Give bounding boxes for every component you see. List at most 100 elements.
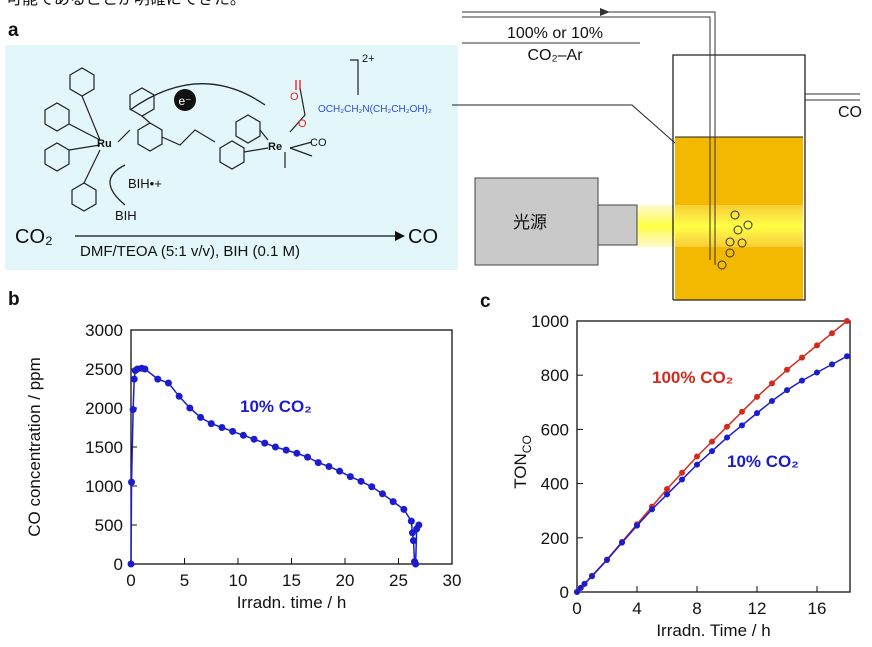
data-point — [589, 573, 595, 579]
data-point — [272, 444, 279, 451]
data-point — [754, 394, 760, 400]
panel-label: b — [8, 289, 20, 310]
data-point — [154, 376, 161, 383]
data-point — [128, 479, 135, 486]
data-point — [131, 376, 138, 383]
data-point — [739, 409, 745, 415]
data-point — [784, 387, 790, 393]
header-text: 可能であることが明確にできた。 — [6, 0, 246, 8]
series-line — [577, 321, 847, 592]
x-tick-label: 0 — [572, 599, 581, 618]
data-point — [724, 435, 730, 441]
data-point — [415, 522, 422, 529]
plot-frame — [131, 330, 452, 564]
y-tick-label: 500 — [95, 516, 123, 535]
charge-label: 2+ — [362, 53, 375, 65]
panel-label: a — [8, 20, 19, 41]
data-point — [283, 447, 290, 454]
data-point — [694, 462, 700, 468]
x-tick-label: 0 — [126, 571, 135, 590]
y-tick-label: 1000 — [85, 477, 123, 496]
data-point — [844, 353, 850, 359]
data-point — [664, 486, 670, 492]
y-tick-label: 2500 — [85, 360, 123, 379]
pointer-line — [452, 105, 692, 158]
light-beam — [637, 205, 803, 247]
reactant: CO₂ — [15, 226, 53, 248]
data-point — [724, 424, 730, 430]
ru-label: Ru — [97, 138, 112, 150]
donor: BIH — [115, 208, 137, 223]
y-tick-label: 1500 — [85, 438, 123, 457]
data-point — [165, 380, 172, 387]
data-point — [390, 498, 397, 505]
ligand-o: O — [298, 118, 307, 130]
data-point — [829, 361, 835, 367]
product: CO — [408, 226, 438, 248]
conditions: DMF/TEOA (5:1 v/v), BIH (0.1 M) — [80, 243, 300, 260]
x-axis-label: Irradn. Time / h — [656, 621, 770, 640]
data-point — [400, 506, 407, 513]
x-tick-label: 20 — [336, 571, 355, 590]
series-label: 10% CO₂ — [240, 397, 312, 416]
x-tick-label: 10 — [229, 571, 248, 590]
y-tick-label: 400 — [541, 475, 569, 494]
y-axis-label: TONCO — [511, 435, 534, 489]
data-point — [130, 406, 137, 413]
data-point — [347, 473, 354, 480]
data-point — [769, 380, 775, 386]
series-label: 10% CO₂ — [727, 452, 799, 471]
data-point — [379, 490, 386, 497]
x-tick-label: 5 — [180, 571, 189, 590]
data-point — [368, 483, 375, 490]
data-point — [709, 439, 715, 445]
x-tick-label: 4 — [632, 599, 641, 618]
data-point — [197, 414, 204, 421]
data-point — [261, 440, 268, 447]
data-point — [784, 367, 790, 373]
series-line — [577, 356, 847, 592]
data-point — [709, 448, 715, 454]
data-point — [293, 450, 300, 457]
data-point — [769, 398, 775, 404]
outlet-label: CO — [838, 104, 862, 121]
x-tick-label: 30 — [443, 571, 462, 590]
data-point — [358, 478, 365, 485]
gas-label: 100% or 10% — [507, 25, 603, 42]
data-point — [251, 436, 258, 443]
light-source-label: 光源 — [513, 213, 547, 232]
data-point — [325, 463, 332, 470]
data-point — [218, 424, 225, 431]
data-point — [664, 491, 670, 497]
series-label: 100% CO₂ — [652, 368, 733, 387]
data-point — [410, 537, 417, 544]
data-point — [799, 378, 805, 384]
data-point — [240, 432, 247, 439]
electron-label: e⁻ — [178, 94, 191, 108]
x-tick-label: 8 — [692, 599, 701, 618]
x-tick-label: 15 — [282, 571, 301, 590]
y-tick-label: 2000 — [85, 399, 123, 418]
y-tick-label: 600 — [541, 420, 569, 439]
y-label-main: TON — [511, 453, 530, 489]
data-point — [799, 355, 805, 361]
data-point — [304, 454, 311, 461]
data-point — [186, 405, 193, 412]
data-point — [604, 557, 610, 563]
x-tick-label: 16 — [808, 599, 827, 618]
plot-frame — [577, 321, 850, 592]
data-point — [634, 523, 640, 529]
gas-arrow — [600, 8, 610, 16]
carbonyl-label: CO — [310, 137, 327, 149]
gas-label: CO₂–Ar — [527, 47, 583, 64]
data-point — [128, 561, 135, 568]
data-point — [619, 540, 625, 546]
y-tick-label: 3000 — [85, 321, 123, 340]
data-point — [754, 410, 760, 416]
data-point — [694, 454, 700, 460]
panel-label: c — [480, 291, 491, 312]
y-tick-label: 200 — [541, 529, 569, 548]
data-point — [582, 581, 588, 587]
data-point — [315, 459, 322, 466]
data-point — [679, 470, 685, 476]
